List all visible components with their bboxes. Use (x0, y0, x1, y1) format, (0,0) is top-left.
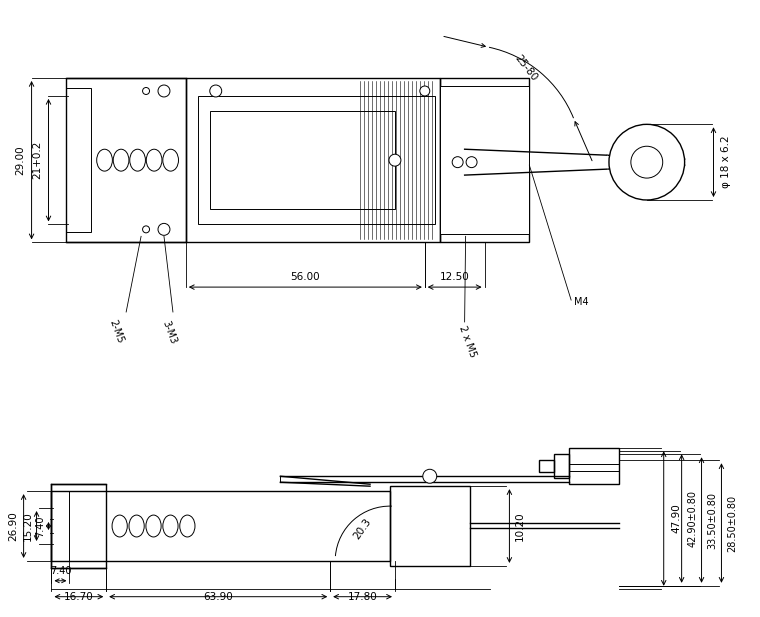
Bar (554, 454, 569, 478)
Text: 42.90±0.80: 42.90±0.80 (688, 490, 698, 547)
Ellipse shape (130, 149, 145, 171)
Text: 17.80: 17.80 (348, 592, 378, 602)
Circle shape (609, 125, 685, 200)
Text: 10.20: 10.20 (515, 511, 524, 541)
Text: 12.50: 12.50 (440, 272, 470, 282)
Ellipse shape (129, 515, 144, 537)
Bar (52, 491, 390, 561)
Bar (66, 78, 186, 242)
Bar (569, 449, 619, 484)
Bar (69, 491, 106, 561)
Ellipse shape (163, 515, 178, 537)
Text: φ 18 x 6.2: φ 18 x 6.2 (721, 136, 731, 188)
Circle shape (452, 157, 463, 168)
Circle shape (631, 146, 663, 178)
Circle shape (143, 88, 150, 94)
Circle shape (423, 470, 437, 483)
Ellipse shape (146, 515, 161, 537)
Text: 21+0.2: 21+0.2 (33, 141, 43, 180)
Text: 29.00: 29.00 (16, 146, 26, 175)
Circle shape (143, 226, 150, 233)
Polygon shape (464, 149, 607, 175)
Circle shape (420, 86, 429, 96)
Ellipse shape (146, 149, 162, 171)
Bar (210, 111, 395, 209)
Bar (66, 88, 91, 233)
Bar (52, 484, 106, 568)
Circle shape (210, 85, 222, 97)
Circle shape (158, 85, 170, 97)
Text: 7.40: 7.40 (49, 566, 71, 576)
Ellipse shape (97, 149, 112, 171)
Bar (440, 86, 529, 234)
Text: 47.90: 47.90 (672, 503, 682, 534)
Text: 25-80: 25-80 (513, 52, 540, 83)
Bar (280, 476, 569, 482)
Text: 15.20: 15.20 (23, 511, 33, 541)
Text: 2-M5: 2-M5 (107, 318, 125, 345)
Circle shape (466, 157, 477, 168)
Ellipse shape (180, 515, 195, 537)
Ellipse shape (113, 149, 129, 171)
Text: 2 x M5: 2 x M5 (458, 325, 478, 359)
Text: 20.3: 20.3 (351, 516, 373, 541)
Text: 63.90: 63.90 (204, 592, 233, 602)
Circle shape (389, 154, 401, 166)
Bar (186, 78, 440, 242)
Text: 3-M3: 3-M3 (160, 319, 178, 345)
Ellipse shape (112, 515, 127, 537)
Circle shape (158, 223, 170, 235)
Text: 26.90: 26.90 (8, 511, 19, 541)
Text: 7.40: 7.40 (36, 515, 46, 537)
Bar (198, 96, 435, 225)
Text: 28.50±0.80: 28.50±0.80 (727, 494, 737, 552)
Text: M4: M4 (574, 297, 589, 307)
Text: 16.70: 16.70 (64, 592, 93, 602)
Bar (540, 460, 554, 472)
Bar (440, 78, 529, 242)
Text: 56.00: 56.00 (290, 272, 320, 282)
Text: 33.50±0.80: 33.50±0.80 (708, 492, 717, 549)
Ellipse shape (163, 149, 179, 171)
Bar (390, 486, 470, 566)
